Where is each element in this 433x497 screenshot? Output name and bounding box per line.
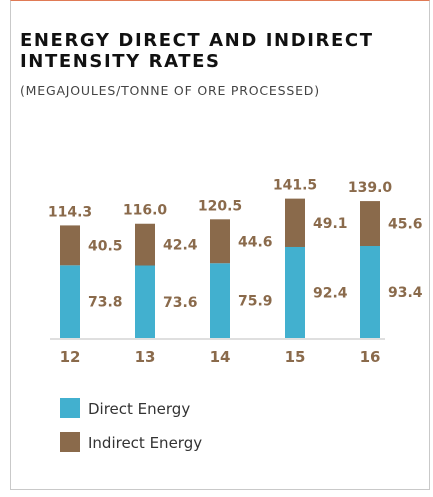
label-indirect-15: 49.1 bbox=[313, 216, 348, 232]
bar-indirect-12 bbox=[60, 225, 80, 266]
bar-direct-14 bbox=[210, 263, 230, 338]
x-tick-13: 13 bbox=[135, 348, 156, 366]
label-total-13: 116.0 bbox=[123, 203, 168, 219]
label-direct-16: 93.4 bbox=[388, 285, 423, 301]
x-tick-labels: 12 13 14 15 16 bbox=[60, 348, 381, 366]
label-total-12: 114.3 bbox=[48, 204, 92, 220]
bar-indirect-13 bbox=[135, 223, 155, 266]
label-total-15: 141.5 bbox=[273, 178, 317, 194]
label-total-16: 139.0 bbox=[348, 180, 393, 196]
bar-indirect-16 bbox=[360, 201, 380, 247]
label-total-14: 120.5 bbox=[198, 198, 242, 214]
legend-label-indirect: Indirect Energy bbox=[88, 434, 202, 452]
label-indirect-14: 44.6 bbox=[238, 234, 273, 250]
bar-indirect-14 bbox=[210, 219, 230, 264]
label-direct-15: 92.4 bbox=[313, 285, 348, 301]
chart-subtitle: (MEGAJOULES/TONNE OF ORE PROCESSED) bbox=[20, 83, 320, 98]
label-indirect-13: 42.4 bbox=[163, 238, 198, 254]
x-tick-15: 15 bbox=[285, 348, 306, 366]
x-tick-14: 14 bbox=[210, 348, 231, 366]
label-direct-14: 75.9 bbox=[238, 294, 273, 310]
bar-direct-15 bbox=[285, 246, 305, 338]
label-direct-13: 73.6 bbox=[163, 295, 198, 311]
label-direct-12: 73.8 bbox=[88, 295, 123, 311]
label-indirect-16: 45.6 bbox=[388, 217, 423, 233]
bars-group: 40.5 73.8 114.3 42.4 73.6 116.0 44.6 75.9 120.5 4… bbox=[48, 178, 423, 338]
x-tick-16: 16 bbox=[360, 348, 381, 366]
bar-direct-13 bbox=[135, 265, 155, 338]
x-tick-12: 12 bbox=[60, 348, 81, 366]
legend-label-direct: Direct Energy bbox=[88, 400, 190, 418]
legend-swatch-indirect bbox=[60, 432, 80, 452]
label-indirect-12: 40.5 bbox=[88, 238, 123, 254]
chart-title: ENERGY DIRECT AND INDIRECT INTENSITY RAT… bbox=[20, 30, 374, 72]
bar-indirect-15 bbox=[285, 198, 305, 247]
bar-direct-16 bbox=[360, 246, 380, 338]
legend-swatch-direct bbox=[60, 398, 80, 418]
bar-direct-12 bbox=[60, 265, 80, 338]
